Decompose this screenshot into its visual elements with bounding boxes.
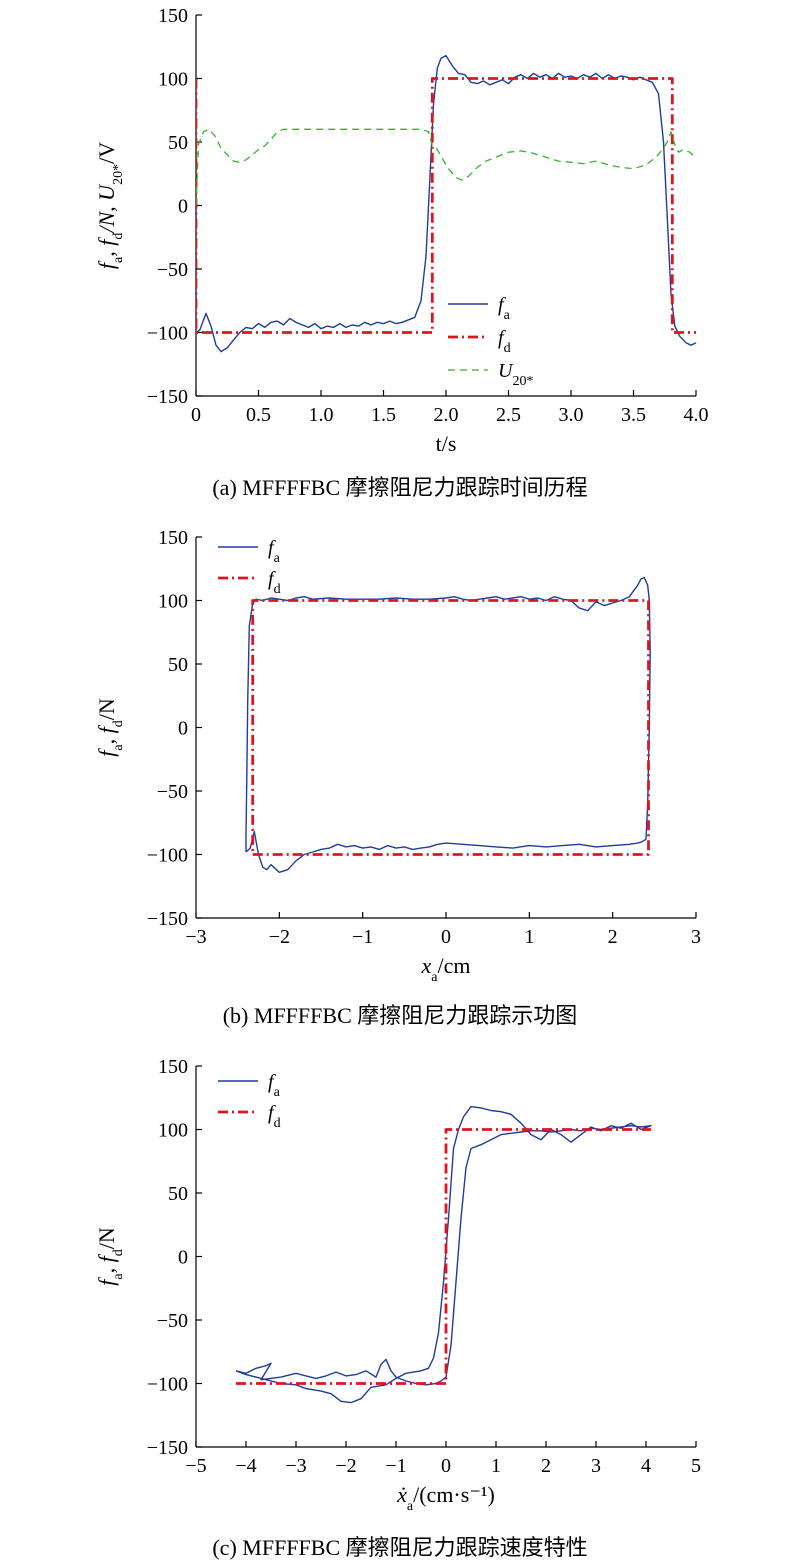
x-tick-label: 0 [441,926,451,948]
x-tick-label: −1 [352,926,373,948]
series-line-fa [196,54,697,353]
x-tick-label: −3 [185,926,206,948]
series-line-fd [251,599,650,856]
y-tick-label: −100 [147,845,188,867]
chart-c-svg: −150 −100 −50 0 50 100 150 −5 −4 −3 −2 −1 0 1 2 3 4 5 ẋa/(… [94,1056,701,1514]
y-tick-label: 100 [158,591,188,613]
x-tick-label: 1 [524,926,534,948]
x-tick-label: 5 [691,1455,701,1477]
x-tick-label: −2 [269,926,290,948]
x-tick-label: 4.0 [684,404,709,426]
chart-b-caption: (b) MFFFFBC 摩擦阻尼力跟踪示功图 [222,1003,578,1028]
x-axis-label: t/s [436,431,457,456]
y-tick-label: −100 [147,323,188,345]
chart-b-svg: −150 −100 −50 0 50 100 150 −3 −2 −1 0 1 2 3 xa/cm fa, f… [94,527,701,985]
y-axis-label: fa, fd/N, U20*/V [94,142,126,269]
legend-label: fd [498,327,511,356]
x-tick-label: −5 [185,1455,206,1477]
x-axis-label: ẋa/(cm·s⁻¹) [396,1482,495,1514]
series-line-fd [236,1128,651,1385]
y-tick-label: −150 [147,908,188,930]
x-tick-label: 2.0 [434,404,459,426]
y-tick-label: 0 [178,196,188,218]
x-tick-label: 4 [641,1455,651,1477]
series-line-u20 [196,128,697,206]
x-tick-label: 3.0 [559,404,584,426]
legend-label: fd [268,568,281,597]
y-tick-label: −50 [157,781,188,803]
x-tick-label: 1.0 [309,404,334,426]
legend-label: fa [498,294,511,323]
y-tick-label: 0 [178,718,188,740]
y-tick-label: 100 [158,69,188,91]
y-tick-label: −150 [147,1437,188,1459]
x-tick-label: 3 [691,926,701,948]
y-tick-label: 150 [158,1056,188,1078]
series-line-fa [235,1105,652,1404]
y-tick-label: 0 [178,1247,188,1269]
chart-c-caption: (c) MFFFFBC 摩擦阻尼力跟踪速度特性 [212,1535,588,1560]
x-tick-label: 0.5 [246,404,271,426]
x-tick-label: 3.5 [621,404,646,426]
legend-label: fd [268,1102,281,1131]
x-tick-label: −1 [385,1455,406,1477]
legend-label: fa [268,1071,281,1100]
y-tick-label: 50 [168,132,188,154]
legend-label: fa [268,537,281,566]
x-tick-label: 3 [591,1455,601,1477]
y-tick-label: −100 [147,1374,188,1396]
series-line-fa [245,576,651,873]
x-tick-label: 2.5 [496,404,521,426]
y-tick-label: −50 [157,1310,188,1332]
x-tick-label: 1 [491,1455,501,1477]
x-tick-label: 1.5 [371,404,396,426]
y-tick-label: 50 [168,654,188,676]
x-tick-label: 0 [191,404,201,426]
x-tick-label: 2 [541,1455,551,1477]
y-tick-label: −50 [157,259,188,281]
chart-panel-a: −150 −100 −50 0 50 100 150 0 0.5 1.0 1.5 2.0 2.5 3.0 3… [0,0,800,510]
y-axis-label: fa, fd/N [94,698,126,757]
x-tick-label: −3 [285,1455,306,1477]
chart-panel-b: −150 −100 −50 0 50 100 150 −3 −2 −1 0 1 2 3 xa/cm fa, f… [0,520,800,1040]
y-axis-label: fa, fd/N [94,1227,126,1286]
y-tick-label: 50 [168,1183,188,1205]
series-line-fd [196,77,696,334]
chart-panel-c: −150 −100 −50 0 50 100 150 −5 −4 −3 −2 −1 0 1 2 3 4 5 ẋa/(… [0,1045,800,1560]
x-axis-label: xa/cm [421,953,471,985]
chart-a-caption: (a) MFFFFBC 摩擦阻尼力跟踪时间历程 [212,475,588,500]
y-tick-label: 150 [158,527,188,549]
y-tick-label: 150 [158,5,188,27]
x-tick-label: −2 [335,1455,356,1477]
x-tick-label: −4 [235,1455,256,1477]
chart-a-svg: −150 −100 −50 0 50 100 150 0 0.5 1.0 1.5 2.0 2.5 3.0 3… [94,5,709,456]
y-tick-label: −150 [147,386,188,408]
x-tick-label: 0 [441,1455,451,1477]
y-tick-label: 100 [158,1120,188,1142]
x-tick-label: 2 [608,926,618,948]
legend-label: U20* [498,360,533,389]
